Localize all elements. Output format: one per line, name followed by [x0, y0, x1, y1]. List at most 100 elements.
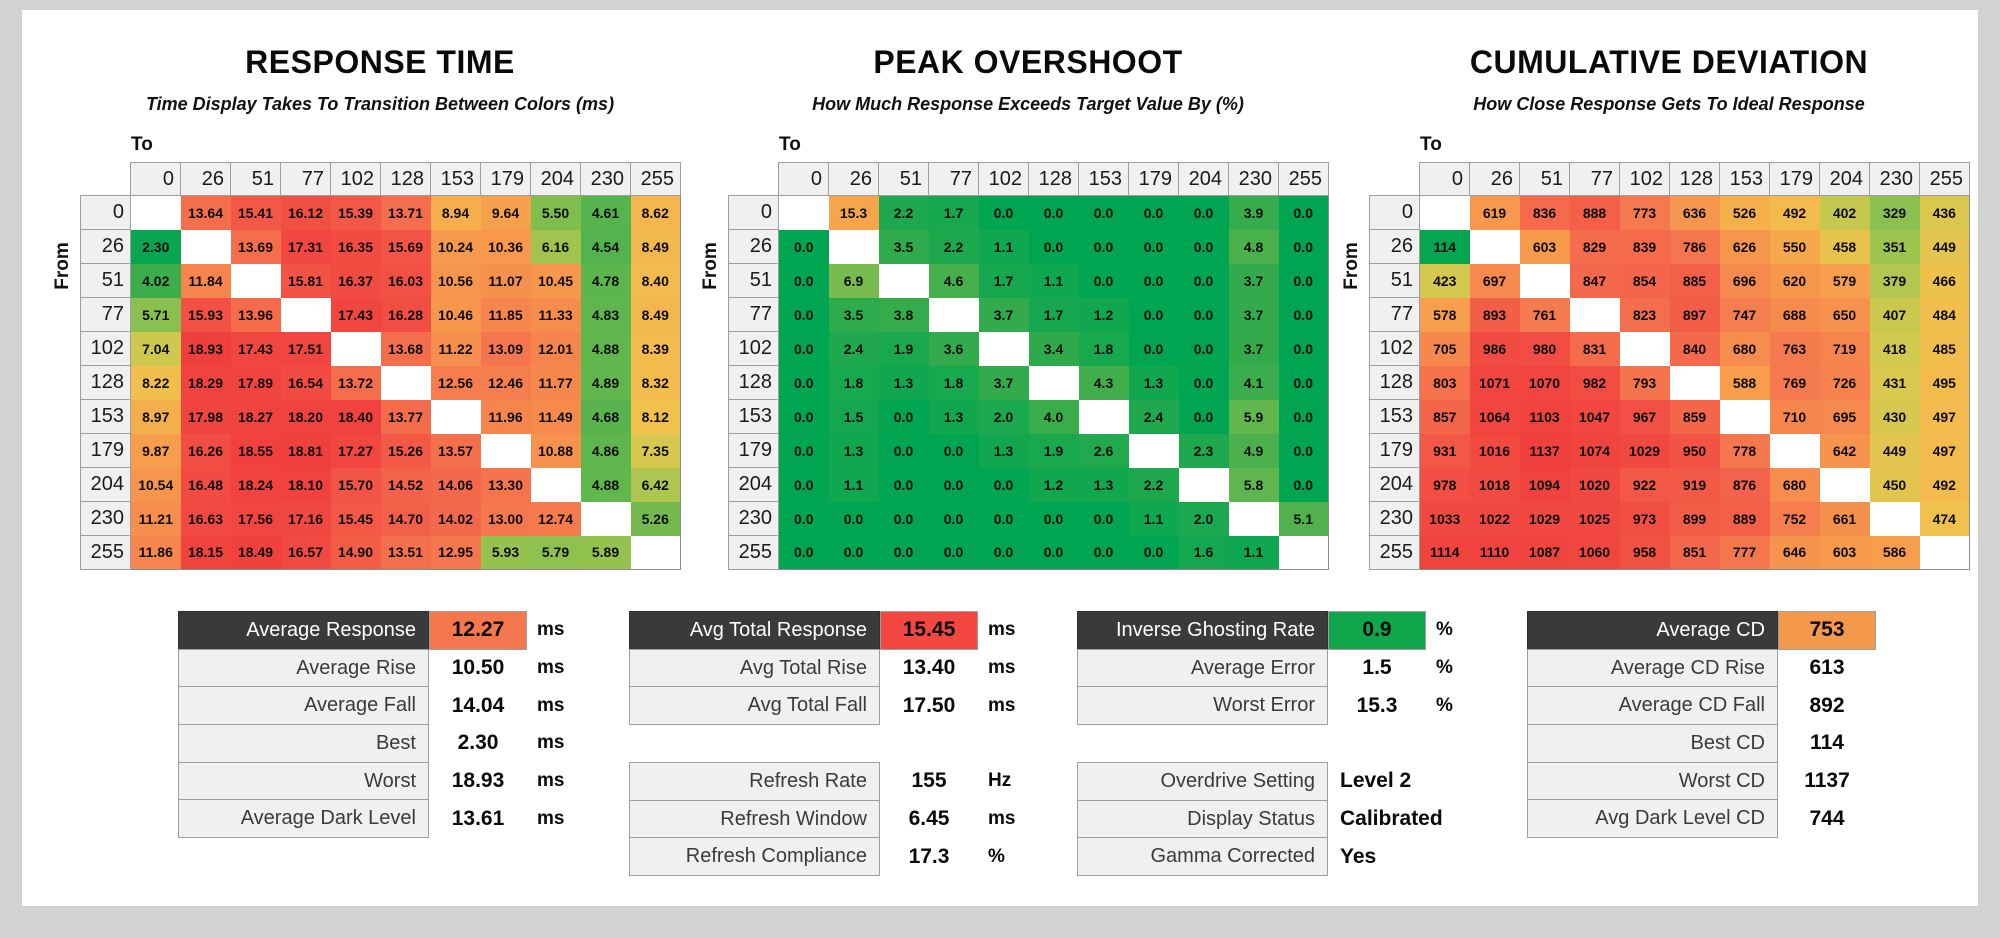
- summary-row: Average CD 753: [1527, 611, 1876, 650]
- heatmap-cell: 3.7: [1228, 297, 1279, 332]
- heatmap-col-header: 0: [778, 162, 829, 196]
- heatmap-corner: [729, 163, 779, 196]
- summary-value: Yes: [1340, 844, 1377, 868]
- heatmap-cell: 12.56: [430, 365, 481, 400]
- summary-value: Level 2: [1340, 769, 1412, 793]
- heatmap-cell: 829: [1569, 229, 1620, 264]
- heatmap-cell: 495: [1919, 365, 1970, 400]
- heatmap-cell: 13.69: [230, 229, 281, 264]
- summary-label: Overdrive Setting: [1077, 762, 1328, 801]
- refresh-summary-table: Refresh Rate 155 Hz Refresh Window 6.45 ms Ref…: [629, 762, 1016, 877]
- heatmap-cell: 786: [1669, 229, 1720, 264]
- heatmap-cell: 17.27: [330, 433, 381, 468]
- heatmap-cell: 823: [1619, 297, 1670, 332]
- heatmap-cell: 402: [1819, 195, 1870, 230]
- heatmap-row-header: 0: [80, 195, 131, 230]
- heatmap-cell: 2.0: [1178, 501, 1229, 536]
- heatmap-cell: 710: [1769, 399, 1820, 434]
- heatmap-cell: 13.00: [480, 501, 531, 536]
- results-panel: RESPONSE TIME Time Display Takes To Tran…: [22, 10, 1978, 906]
- heatmap-cell: 0.0: [1278, 399, 1329, 434]
- heatmap-cell: 3.4: [1028, 331, 1079, 366]
- summary-row: Refresh Compliance 17.3%: [629, 837, 1015, 877]
- heatmap-cell: 11.07: [480, 263, 531, 298]
- to-axis-label: To: [1420, 134, 1442, 155]
- summary-row: Gamma Corrected Yes: [1077, 837, 1443, 877]
- heatmap-cell: [1278, 535, 1329, 570]
- heatmap-cell: 450: [1869, 467, 1920, 502]
- heatmap-cell: 7.04: [130, 331, 181, 366]
- heatmap-cell: [1128, 433, 1179, 468]
- heatmap-cell: 752: [1769, 501, 1820, 536]
- heatmap-cell: 379: [1869, 263, 1920, 298]
- summary-label: Average Error: [1077, 648, 1328, 688]
- heatmap-cell: 11.77: [530, 365, 581, 400]
- heatmap-cell: 646: [1769, 535, 1820, 570]
- heatmap-cell: 0.0: [1028, 195, 1079, 230]
- summary-label: Display Status: [1077, 799, 1328, 839]
- heatmap-cell: 7.35: [630, 433, 681, 468]
- heatmap-row-header: 128: [80, 365, 131, 400]
- heatmap-col-header: 255: [630, 162, 681, 196]
- heatmap-cell: 466: [1919, 263, 1970, 298]
- heatmap-cell: 16.28: [380, 297, 431, 332]
- heatmap-cell: 1029: [1519, 501, 1570, 536]
- heatmap-col-header: 51: [230, 162, 281, 196]
- summary-label: Avg Total Response: [629, 611, 880, 650]
- heatmap-cell: 13.30: [480, 467, 531, 502]
- heatmap-cell: 0.0: [878, 433, 929, 468]
- heatmap-cell: 11.96: [480, 399, 531, 434]
- summary-value: 13.61: [451, 806, 505, 830]
- heatmap-cell: 0.0: [778, 263, 829, 298]
- peak-overshoot-subtitle: How Much Response Exceeds Target Value B…: [812, 94, 1244, 114]
- heatmap-cell: 13.72: [330, 365, 381, 400]
- peak-overshoot-heatmap: 0 26 51 77 102 128 153 179 204 230 255 0 15.3 2.2 1.7 0…: [728, 162, 1329, 570]
- response-time-heatmap: 0 26 51 77 102 128 153 179 204 230 255 0 13.64 15.41 1…: [80, 162, 681, 570]
- heatmap-cell: 492: [1769, 195, 1820, 230]
- heatmap-cell: 8.22: [130, 365, 181, 400]
- heatmap-cell: 449: [1919, 229, 1970, 264]
- heatmap-cell: 6.9: [828, 263, 879, 298]
- heatmap-cell: [130, 195, 181, 230]
- heatmap-cell: 2.30: [130, 229, 181, 264]
- heatmap-col-header: 26: [180, 162, 231, 196]
- heatmap-cell: [778, 195, 829, 230]
- summary-row: Best CD 114: [1527, 724, 1876, 763]
- heatmap-cell: 9.87: [130, 433, 181, 468]
- heatmap-cell: 1.3: [1078, 467, 1129, 502]
- heatmap-cell: 4.78: [580, 263, 631, 298]
- summary-unit: ms: [988, 808, 1016, 830]
- summary-row: Refresh Rate 155 Hz: [629, 762, 1015, 801]
- heatmap-cell: 11.33: [530, 297, 581, 332]
- heatmap-cell: 15.45: [330, 501, 381, 536]
- response-time-summary-table: Average Response 12.27 ms Average Rise 10.50…: [178, 611, 564, 839]
- settings-summary-table: Overdrive Setting Level 2 Display Status Ca…: [1077, 762, 1443, 877]
- summary-value: 0.9: [1328, 611, 1426, 650]
- heatmap-cell: 1.1: [1228, 535, 1279, 570]
- heatmap-cell: 13.64: [180, 195, 231, 230]
- heatmap-cell: 18.29: [180, 365, 231, 400]
- response-time-title: RESPONSE TIME: [245, 44, 515, 80]
- summary-value: 1.5: [1362, 656, 1392, 680]
- heatmap-cell: 0.0: [828, 501, 879, 536]
- heatmap-cell: 885: [1669, 263, 1720, 298]
- heatmap-cell: 17.56: [230, 501, 281, 536]
- heatmap-cell: 697: [1469, 263, 1520, 298]
- heatmap-cell: 497: [1919, 399, 1970, 434]
- heatmap-cell: 2.2: [878, 195, 929, 230]
- heatmap-cell: 4.68: [580, 399, 631, 434]
- heatmap-cell: 1071: [1469, 365, 1520, 400]
- summary-unit: %: [988, 845, 1005, 867]
- heatmap-table: 0 26 51 77 102 128 153 179 204 230 255 0 619 836 888 77…: [1369, 162, 1970, 570]
- heatmap-cell: 5.1: [1278, 501, 1329, 536]
- heatmap-cell: 836: [1519, 195, 1570, 230]
- heatmap-cell: 15.41: [230, 195, 281, 230]
- heatmap-cell: 12.74: [530, 501, 581, 536]
- heatmap-cell: 1064: [1469, 399, 1520, 434]
- heatmap-col-header: 204: [530, 162, 581, 196]
- summary-label: Worst: [178, 761, 429, 801]
- summary-label: Refresh Compliance: [629, 837, 880, 877]
- heatmap-cell: 15.39: [330, 195, 381, 230]
- heatmap-cell: 840: [1669, 331, 1720, 366]
- heatmap-cell: 0.0: [1128, 195, 1179, 230]
